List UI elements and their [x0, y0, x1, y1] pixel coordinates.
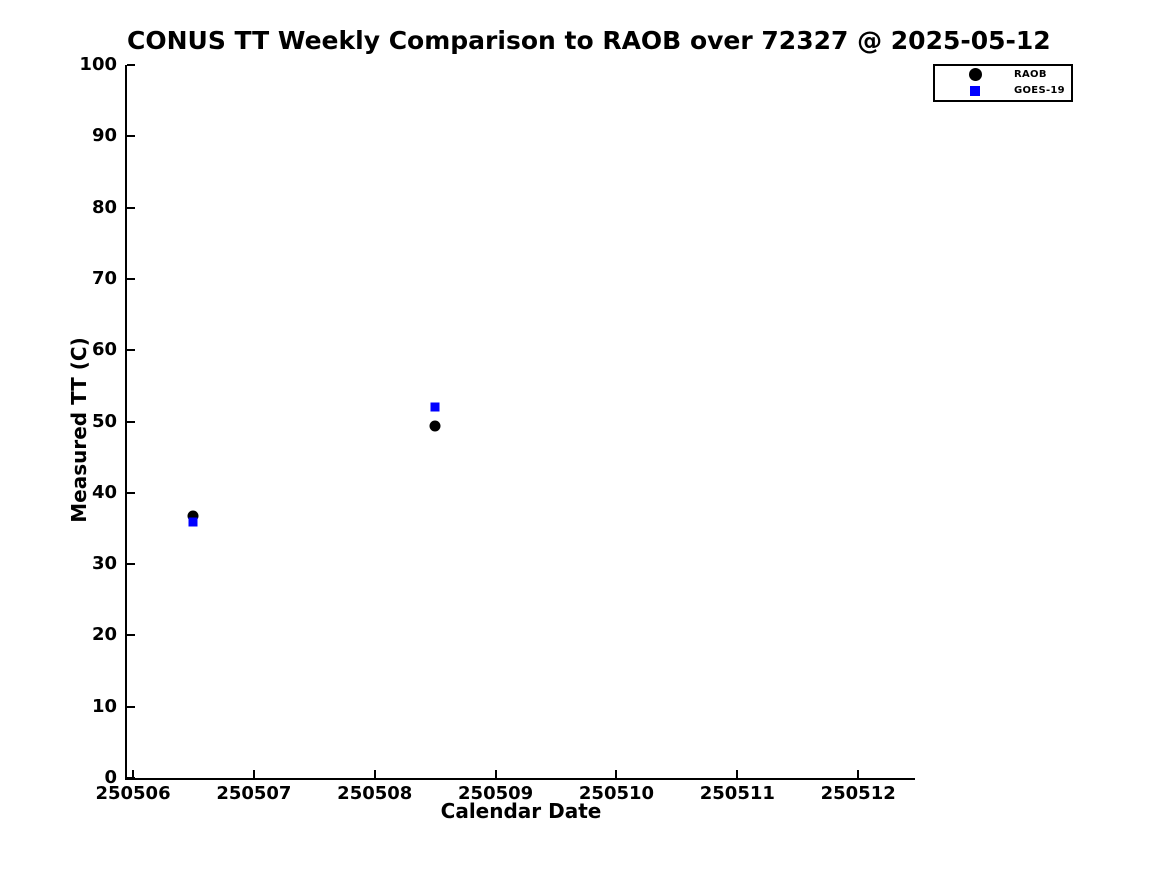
y-tick-label: 90 — [91, 125, 117, 147]
data-point-raob — [187, 510, 199, 522]
x-tick-label: 250510 — [578, 783, 655, 804]
y-tick — [127, 634, 135, 637]
raob-circle-marker-icon — [968, 68, 982, 82]
y-tick-label: 0 — [104, 767, 117, 788]
legend-label-raob: RAOB — [1014, 68, 1047, 80]
data-point-raob — [429, 420, 441, 432]
y-tick — [127, 705, 135, 708]
y-axis-label: Measured TT (C) — [67, 337, 91, 523]
legend-swatch — [949, 68, 1001, 82]
x-tick-label: 250507 — [216, 783, 292, 804]
y-tick — [127, 420, 135, 423]
legend-label-goes19: GOES-19 — [1014, 85, 1065, 97]
y-tick — [127, 491, 135, 494]
y-tick-label: 40 — [91, 481, 117, 503]
x-tick-label: 250509 — [458, 783, 534, 804]
y-tick-label: 100 — [79, 54, 117, 75]
plot-area: 0 10 20 30 40 50 60 70 80 90 100 250506 250507 250508… — [79, 56, 915, 803]
y-tick-label: 20 — [91, 624, 117, 646]
x-tick — [857, 770, 860, 778]
y-tick — [127, 64, 135, 66]
x-tick — [494, 770, 497, 778]
y-tick — [127, 777, 135, 779]
y-tick-label: 50 — [91, 410, 117, 432]
chart-title: CONUS TT Weekly Comparison to RAOB over … — [127, 26, 1051, 55]
goes19-square-marker-icon — [970, 86, 980, 97]
x-tick — [373, 770, 376, 778]
data-point-goes-19 — [430, 402, 440, 412]
y-tick — [127, 206, 135, 209]
y-tick — [127, 349, 135, 352]
y-tick — [127, 135, 135, 138]
y-tick-label: 80 — [91, 196, 117, 218]
x-tick — [252, 770, 255, 778]
y-tick-label: 70 — [91, 267, 117, 289]
y-tick-label: 30 — [91, 553, 117, 575]
legend-item-goes19: GOES-19 — [935, 84, 1071, 99]
x-axis-label: Calendar Date — [440, 799, 602, 823]
x-tick-label: 250508 — [337, 783, 413, 804]
legend-swatch — [949, 86, 1001, 97]
x-tick-label: 250506 — [95, 783, 171, 804]
data-point-goes-19 — [188, 517, 198, 527]
y-tick-label: 10 — [91, 695, 117, 717]
y-tick — [127, 563, 135, 566]
y-tick-label: 60 — [91, 339, 117, 361]
x-tick — [615, 770, 618, 778]
legend: RAOB GOES-19 — [933, 64, 1073, 102]
x-tick — [132, 770, 135, 778]
x-tick-label: 250512 — [820, 783, 896, 804]
x-tick — [736, 770, 739, 778]
legend-item-raob: RAOB — [935, 67, 1071, 82]
x-tick-label: 250511 — [699, 783, 775, 804]
y-tick — [127, 277, 135, 280]
